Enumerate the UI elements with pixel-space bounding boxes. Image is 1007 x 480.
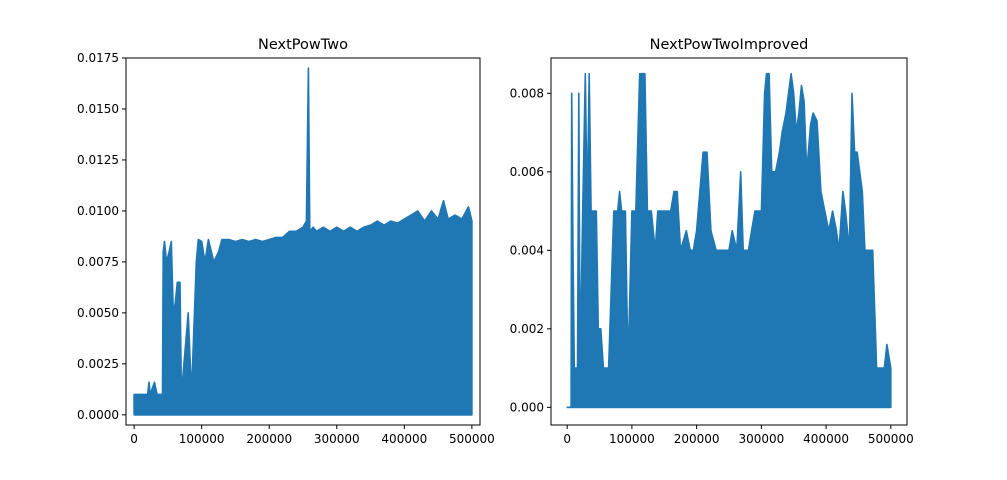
chart-panel-nextpowtwoimproved: NextPowTwoImproved 0 100000 200000 300000 40… [510, 37, 914, 446]
y-tick-label: 0.0150 [77, 102, 119, 116]
chart-title: NextPowTwoImproved [650, 37, 809, 53]
x-tick-label: 500000 [868, 432, 914, 446]
series-0-trace [566, 72, 892, 409]
x-tick-label: 400000 [803, 432, 849, 446]
x-tick-label: 400000 [381, 432, 427, 446]
x-tick-label: 300000 [314, 432, 360, 446]
y-tick-label: 0.008 [510, 86, 544, 100]
y-tick-label: 0.0050 [77, 306, 119, 320]
y-tick-label: 0.0100 [77, 204, 119, 218]
series-area-group [566, 72, 892, 409]
y-tick-label: 0.0025 [77, 357, 119, 371]
y-tick-label: 0.006 [510, 165, 544, 179]
x-tick-label: 200000 [674, 432, 720, 446]
y-tick-label: 0.000 [510, 400, 544, 414]
x-tick-label: 0 [130, 432, 138, 446]
y-tick-label: 0.0000 [77, 408, 119, 422]
y-tick-label: 0.002 [510, 322, 544, 336]
x-tick-label: 0 [563, 432, 571, 446]
x-tick-label: 100000 [609, 432, 655, 446]
axes-frame [550, 57, 908, 426]
axes-frame [125, 57, 481, 426]
x-tick-label: 200000 [246, 432, 292, 446]
ticks-group: 0 100000 200000 300000 400000 500000 0.0000 0.0… [77, 51, 495, 446]
x-tick-label: 300000 [738, 432, 784, 446]
x-tick-label: 500000 [449, 432, 495, 446]
ticks-group: 0 100000 200000 300000 400000 500000 0.000 0.00… [510, 86, 914, 446]
chart-panel-nextpowtwo: NextPowTwo 0 100000 200000 300000 400000 5000… [77, 37, 495, 446]
y-tick-label: 0.0075 [77, 255, 119, 269]
chart-title: NextPowTwo [258, 37, 348, 53]
y-tick-label: 0.0125 [77, 153, 119, 167]
y-tick-label: 0.0175 [77, 51, 119, 65]
x-tick-label: 100000 [179, 432, 225, 446]
y-tick-label: 0.004 [510, 243, 544, 257]
series-0-trace [133, 67, 473, 416]
series-area-group [133, 67, 473, 416]
